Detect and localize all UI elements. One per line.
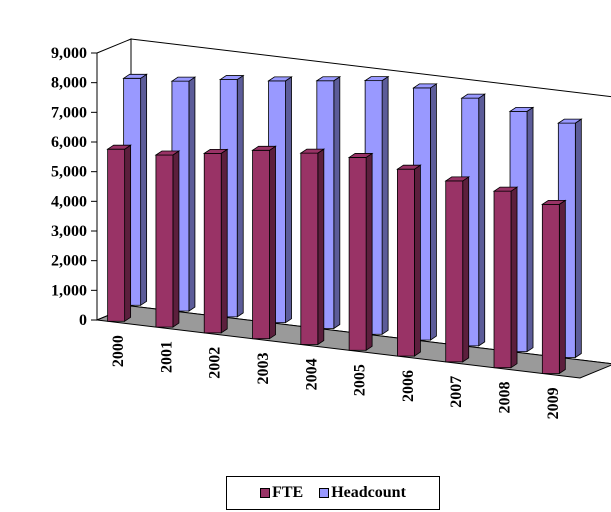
- bar-fte-2004: [299, 148, 326, 346]
- y-tick-label: 4,000: [51, 193, 87, 210]
- bar-side: [220, 148, 228, 334]
- y-tick-label: 7,000: [51, 104, 87, 121]
- bar-fte-2001: [154, 150, 181, 328]
- bar-top: [251, 145, 277, 151]
- bar-front: [397, 168, 415, 357]
- bar-top: [315, 76, 342, 82]
- bar-fte-2008: [492, 186, 519, 369]
- x-tick-label: 2005: [352, 364, 369, 396]
- bar-top: [154, 150, 181, 156]
- bar-top: [170, 76, 197, 82]
- bar-side: [430, 83, 437, 341]
- bar-fte-2007: [444, 176, 471, 363]
- y-tick-label: 0: [79, 312, 87, 329]
- bar-side: [140, 73, 148, 307]
- legend-swatch-fte: [260, 488, 271, 498]
- bar-side: [574, 118, 582, 359]
- bar-top: [492, 186, 519, 192]
- bar-side: [188, 76, 196, 312]
- bar-top: [396, 164, 422, 170]
- bar-side: [269, 145, 276, 340]
- legend-item-headcount: Headcount: [319, 484, 406, 502]
- bar-side: [333, 76, 341, 330]
- bar-top: [267, 76, 293, 82]
- bar-fte-2000: [106, 144, 132, 323]
- bar-side: [124, 144, 132, 323]
- x-tick-label: 2003: [255, 353, 272, 385]
- bar-top: [508, 106, 535, 112]
- y-tick-label: 8,000: [51, 75, 87, 92]
- legend: FTE Headcount: [226, 476, 440, 510]
- bar-side: [365, 152, 373, 352]
- x-tick-label: 2001: [158, 341, 175, 373]
- bar-side: [558, 199, 566, 375]
- legend-item-fte: FTE: [260, 484, 303, 502]
- bar-top: [122, 73, 148, 79]
- bar-front: [493, 190, 512, 369]
- bar-fte-2002: [202, 148, 229, 334]
- y-tick-label: 9,000: [51, 45, 87, 62]
- bar-fte-2009: [541, 199, 567, 375]
- bar-top: [106, 144, 132, 150]
- bar-front: [155, 154, 174, 328]
- bar-top: [412, 83, 438, 89]
- y-tick-label: 6,000: [51, 134, 87, 151]
- legend-swatch-headcount: [319, 488, 330, 498]
- bar-top: [363, 76, 390, 82]
- bar-top: [444, 176, 471, 182]
- bar-side: [478, 93, 486, 347]
- bar-side: [172, 150, 180, 328]
- x-tick-label: 2008: [497, 382, 514, 414]
- bar-front: [445, 180, 464, 363]
- bar-top: [347, 153, 374, 158]
- bar-front: [252, 149, 270, 340]
- x-tick-label: 2007: [448, 376, 465, 408]
- bar-top: [460, 93, 487, 99]
- bars-group: [106, 73, 583, 375]
- bar-fte-2005: [347, 152, 374, 352]
- bar-side: [317, 148, 325, 346]
- y-tick-label: 5,000: [51, 164, 87, 181]
- x-tick-label: 2009: [545, 387, 562, 419]
- bar-top: [218, 75, 245, 80]
- bar-side: [381, 75, 389, 336]
- bar-top: [557, 118, 583, 124]
- bar-side: [462, 176, 470, 363]
- bar-side: [510, 186, 518, 369]
- y-tick-label: 2,000: [51, 253, 87, 270]
- bar-fte-2003: [251, 145, 277, 340]
- x-tick-label: 2000: [110, 335, 127, 367]
- x-axis: 2000 2001 2002 2003 2004 2005 2006 2007 2008 2009: [110, 335, 562, 419]
- x-tick-label: 2006: [400, 370, 417, 402]
- bar-front: [203, 152, 222, 334]
- y-tick-label: 3,000: [51, 223, 87, 240]
- legend-label-fte: FTE: [272, 484, 304, 501]
- bar-side: [414, 164, 421, 357]
- y-tick-label: 1,000: [51, 282, 87, 299]
- x-tick-label: 2004: [303, 358, 320, 390]
- bar-front: [348, 157, 367, 351]
- bar-top: [541, 199, 567, 205]
- bar-front: [541, 203, 560, 374]
- bar-top: [202, 148, 229, 154]
- x-tick-label: 2002: [207, 347, 224, 379]
- bar-side: [526, 106, 534, 353]
- y-axis: 0 1,000 2,000 3,000 4,000 5,000 6,000 7,000 8,00…: [51, 45, 98, 329]
- legend-label-headcount: Headcount: [331, 484, 406, 501]
- bar-top: [299, 148, 326, 154]
- bar-side: [285, 76, 292, 324]
- bar-front: [300, 152, 319, 345]
- bar-front: [107, 148, 126, 322]
- bar-side: [236, 74, 244, 318]
- bar-fte-2006: [396, 164, 422, 357]
